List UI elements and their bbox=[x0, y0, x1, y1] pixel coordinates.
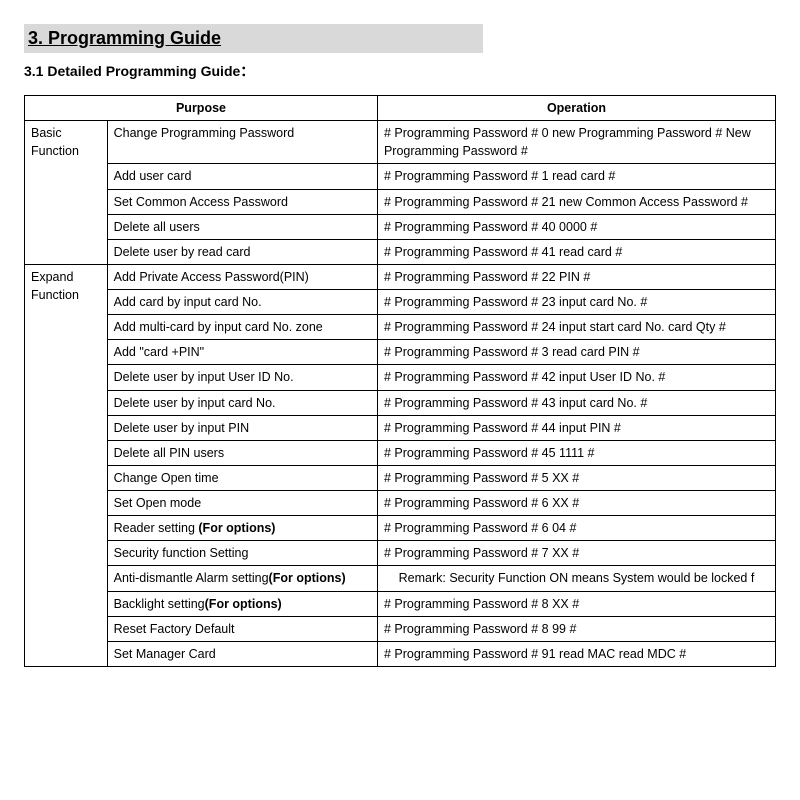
table-row: Add card by input card No.# Programming … bbox=[25, 290, 776, 315]
table-row: Delete user by input User ID No.# Progra… bbox=[25, 365, 776, 390]
purpose-cell: Delete user by read card bbox=[107, 239, 377, 264]
table-row: Delete user by read card# Programming Pa… bbox=[25, 239, 776, 264]
purpose-cell: Security function Setting bbox=[107, 541, 377, 566]
purpose-text: Backlight setting bbox=[114, 597, 205, 611]
section-title: 3. Programming Guide bbox=[24, 24, 483, 53]
purpose-cell: Anti-dismantle Alarm setting(For options… bbox=[107, 566, 377, 591]
programming-guide-table: Purpose Operation Basic FunctionChange P… bbox=[24, 95, 776, 667]
purpose-bold: (For options) bbox=[205, 597, 282, 611]
purpose-cell: Delete user by input User ID No. bbox=[107, 365, 377, 390]
table-row: Reader setting (For options)# Programmin… bbox=[25, 516, 776, 541]
remark-cell: Remark: Security Function ON means Syste… bbox=[377, 566, 775, 591]
operation-cell: # Programming Password # 24 input start … bbox=[377, 315, 775, 340]
table-row: Reset Factory Default# Programming Passw… bbox=[25, 616, 776, 641]
purpose-text: Anti-dismantle Alarm setting bbox=[114, 571, 269, 585]
purpose-cell: Add multi-card by input card No. zone bbox=[107, 315, 377, 340]
subsection-title: 3.1 Detailed Programming Guide： bbox=[24, 61, 776, 81]
operation-cell: # Programming Password # 5 XX # bbox=[377, 465, 775, 490]
operation-cell: # Programming Password # 8 XX # bbox=[377, 591, 775, 616]
operation-cell: # Programming Password # 21 new Common A… bbox=[377, 189, 775, 214]
purpose-bold: (For options) bbox=[269, 571, 346, 585]
purpose-cell: Add Private Access Password(PIN) bbox=[107, 264, 377, 289]
table-row: Delete user by input PIN# Programming Pa… bbox=[25, 415, 776, 440]
operation-cell: # Programming Password # 3 read card PIN… bbox=[377, 340, 775, 365]
table-row: Delete all PIN users# Programming Passwo… bbox=[25, 440, 776, 465]
operation-cell: # Programming Password # 6 04 # bbox=[377, 516, 775, 541]
purpose-cell: Add card by input card No. bbox=[107, 290, 377, 315]
category-cell: Basic Function bbox=[25, 121, 108, 265]
purpose-cell: Reset Factory Default bbox=[107, 616, 377, 641]
operation-cell: # Programming Password # 41 read card # bbox=[377, 239, 775, 264]
purpose-cell: Delete user by input card No. bbox=[107, 390, 377, 415]
category-cell: Expand Function bbox=[25, 264, 108, 666]
table-row: Delete user by input card No.# Programmi… bbox=[25, 390, 776, 415]
purpose-cell: Delete all users bbox=[107, 214, 377, 239]
operation-cell: # Programming Password # 44 input PIN # bbox=[377, 415, 775, 440]
table-row: Delete all users# Programming Password #… bbox=[25, 214, 776, 239]
operation-cell: # Programming Password # 1 read card # bbox=[377, 164, 775, 189]
purpose-cell: Reader setting (For options) bbox=[107, 516, 377, 541]
purpose-cell: Set Common Access Password bbox=[107, 189, 377, 214]
operation-cell: # Programming Password # 0 new Programmi… bbox=[377, 121, 775, 164]
operation-cell: # Programming Password # 7 XX # bbox=[377, 541, 775, 566]
table-row: Expand FunctionAdd Private Access Passwo… bbox=[25, 264, 776, 289]
purpose-cell: Change Programming Password bbox=[107, 121, 377, 164]
operation-cell: # Programming Password # 40 0000 # bbox=[377, 214, 775, 239]
table-row: Change Open time# Programming Password #… bbox=[25, 465, 776, 490]
purpose-cell: Add "card +PIN" bbox=[107, 340, 377, 365]
table-row: Set Open mode# Programming Password # 6 … bbox=[25, 491, 776, 516]
operation-cell: # Programming Password # 22 PIN # bbox=[377, 264, 775, 289]
table-row: Backlight setting(For options)# Programm… bbox=[25, 591, 776, 616]
table-header-row: Purpose Operation bbox=[25, 96, 776, 121]
table-row: Anti-dismantle Alarm setting(For options… bbox=[25, 566, 776, 591]
table-row: Basic FunctionChange Programming Passwor… bbox=[25, 121, 776, 164]
operation-cell: # Programming Password # 43 input card N… bbox=[377, 390, 775, 415]
operation-cell: # Programming Password # 42 input User I… bbox=[377, 365, 775, 390]
operation-cell: # Programming Password # 23 input card N… bbox=[377, 290, 775, 315]
header-operation: Operation bbox=[377, 96, 775, 121]
purpose-cell: Set Open mode bbox=[107, 491, 377, 516]
table-row: Set Manager Card# Programming Password #… bbox=[25, 641, 776, 666]
purpose-cell: Delete all PIN users bbox=[107, 440, 377, 465]
operation-cell: # Programming Password # 6 XX # bbox=[377, 491, 775, 516]
purpose-text: Reader setting bbox=[114, 521, 199, 535]
purpose-cell: Set Manager Card bbox=[107, 641, 377, 666]
purpose-cell: Backlight setting(For options) bbox=[107, 591, 377, 616]
purpose-cell: Add user card bbox=[107, 164, 377, 189]
table-row: Security function Setting# Programming P… bbox=[25, 541, 776, 566]
table-row: Add user card# Programming Password # 1 … bbox=[25, 164, 776, 189]
operation-cell: # Programming Password # 8 99 # bbox=[377, 616, 775, 641]
table-row: Add "card +PIN"# Programming Password # … bbox=[25, 340, 776, 365]
purpose-cell: Delete user by input PIN bbox=[107, 415, 377, 440]
table-row: Set Common Access Password# Programming … bbox=[25, 189, 776, 214]
purpose-bold: (For options) bbox=[198, 521, 275, 535]
table-row: Add multi-card by input card No. zone# P… bbox=[25, 315, 776, 340]
purpose-cell: Change Open time bbox=[107, 465, 377, 490]
header-purpose: Purpose bbox=[25, 96, 378, 121]
operation-cell: # Programming Password # 91 read MAC rea… bbox=[377, 641, 775, 666]
operation-cell: # Programming Password # 45 1111 # bbox=[377, 440, 775, 465]
